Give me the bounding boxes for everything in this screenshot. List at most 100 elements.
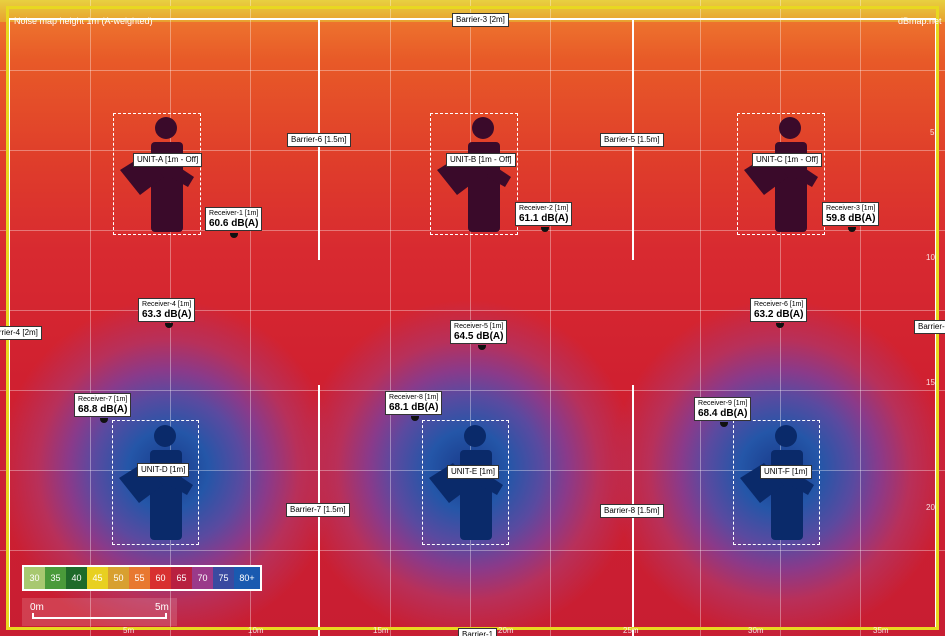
legend-swatch: 65 (171, 567, 192, 589)
receiver-value: 68.4 dB(A) (698, 408, 748, 419)
grid-line (0, 310, 945, 311)
unit-a-silhouette-icon (120, 117, 194, 232)
receiver-value: 64.5 dB(A) (454, 331, 504, 342)
receiver-pin-icon (100, 418, 108, 423)
x-tick: 20m (498, 626, 514, 635)
unit-footprint[interactable] (733, 420, 820, 545)
receiver-pin-icon (720, 422, 728, 427)
receiver-pin-icon (165, 323, 173, 328)
barrier-line[interactable] (8, 18, 10, 630)
legend-swatch: 40 (66, 567, 87, 589)
receiver-name: Receiver-7 [1m] (78, 396, 128, 403)
grid-line (250, 0, 251, 636)
unit-a-label[interactable]: UNIT-A [1m - Off] (133, 153, 203, 167)
unit-f-label[interactable]: UNIT-F [1m] (760, 465, 812, 479)
receiver-pin-icon (230, 233, 238, 238)
grid-line (390, 0, 391, 636)
x-tick: 30m (748, 626, 764, 635)
receiver-4[interactable]: Receiver-4 [1m] 63.3 dB(A) (138, 298, 196, 322)
legend-swatch: 50 (108, 567, 129, 589)
scale-start: 0m (30, 602, 44, 613)
top-band (0, 0, 945, 22)
scale-line (32, 617, 167, 619)
unit-footprint[interactable] (112, 420, 199, 545)
unit-b-label[interactable]: UNIT-B [1m - Off] (446, 153, 516, 167)
grid-line (0, 390, 945, 391)
grid-line (860, 0, 861, 636)
unit-e-label[interactable]: UNIT-E [1m] (447, 465, 500, 479)
receiver-pin-icon (541, 227, 549, 232)
legend-value: 35 (50, 573, 61, 583)
receiver-name: Receiver-4 [1m] (142, 301, 192, 308)
receiver-6[interactable]: Receiver-6 [1m] 63.2 dB(A) (750, 298, 808, 322)
receiver-2[interactable]: Receiver-2 [1m] 61.1 dB(A) (515, 202, 573, 226)
receiver-value: 59.8 dB(A) (826, 213, 876, 224)
receiver-name: Receiver-5 [1m] (454, 323, 504, 330)
receiver-value: 63.2 dB(A) (754, 309, 804, 320)
unit-e-silhouette-icon (429, 425, 503, 540)
receiver-pin-icon (478, 345, 486, 350)
barrier-8-label[interactable]: Barrier-8 [1.5m] (600, 504, 664, 518)
barrier-6-label[interactable]: Barrier-6 [1.5m] (287, 133, 351, 147)
legend-value: 55 (134, 573, 145, 583)
barrier-4-text: Barrier-4 [2m] (0, 328, 38, 337)
legend-value: 80+ (239, 573, 255, 583)
receiver-pin-icon (776, 323, 784, 328)
legend-swatch: 55 (129, 567, 150, 589)
grid-line (0, 550, 945, 551)
receiver-pin-icon (411, 416, 419, 421)
legend-value: 70 (197, 573, 208, 583)
noise-level-legend: 30 35 40 45 50 55 60 65 70 75 80+ (22, 565, 262, 591)
barrier-1-label[interactable]: Barrier-1 (458, 628, 498, 636)
grid-line (90, 0, 91, 636)
x-tick: 10m (248, 626, 264, 635)
receiver-9[interactable]: Receiver-9 [1m] 68.4 dB(A) (694, 397, 752, 421)
barrier-7-label[interactable]: Barrier-7 [1.5m] (286, 503, 350, 517)
receiver-name: Receiver-6 [1m] (754, 301, 804, 308)
unit-d-label[interactable]: UNIT-D [1m] (137, 463, 190, 477)
barrier-3-label[interactable]: Barrier-3 [2m] (452, 13, 509, 27)
x-tick: 15m (373, 626, 389, 635)
unit-footprint[interactable] (113, 113, 201, 235)
receiver-3[interactable]: Receiver-3 [1m] 59.8 dB(A) (822, 202, 880, 226)
unit-footprint[interactable] (737, 113, 825, 235)
receiver-1[interactable]: Receiver-1 [1m] 60.6 dB(A) (205, 207, 263, 231)
receiver-8[interactable]: Receiver-8 [1m] 68.1 dB(A) (385, 391, 443, 415)
grid-line (470, 0, 471, 636)
barrier-2-label[interactable]: Barrier-2 (914, 320, 945, 334)
brand-label: dBmap.net (898, 16, 942, 26)
receiver-value: 68.1 dB(A) (389, 402, 439, 413)
unit-f-silhouette-icon (740, 425, 814, 540)
receiver-value: 61.1 dB(A) (519, 213, 569, 224)
barrier-5-label[interactable]: Barrier-5 [1.5m] (600, 133, 664, 147)
grid-line (0, 70, 945, 71)
receiver-name: Receiver-2 [1m] (519, 205, 569, 212)
receiver-7[interactable]: Receiver-7 [1m] 68.8 dB(A) (74, 393, 132, 417)
legend-swatch: 30 (24, 567, 45, 589)
legend-value: 60 (155, 573, 166, 583)
x-tick: 5m (123, 626, 135, 635)
receiver-name: Receiver-9 [1m] (698, 400, 748, 407)
unit-c-label[interactable]: UNIT-C [1m - Off] (752, 153, 823, 167)
receiver-5[interactable]: Receiver-5 [1m] 64.5 dB(A) (450, 320, 508, 344)
y-tick: 5 (930, 128, 935, 137)
receiver-value: 68.8 dB(A) (78, 404, 128, 415)
unit-footprint[interactable] (422, 420, 509, 545)
grid-line (700, 0, 701, 636)
receiver-name: Receiver-8 [1m] (389, 394, 439, 401)
legend-value: 30 (29, 573, 40, 583)
legend-swatch: 80+ (234, 567, 260, 589)
unit-footprint[interactable] (430, 113, 518, 235)
scale-bar: 0m 5m (22, 598, 177, 626)
scale-tick (165, 613, 167, 619)
legend-swatch: 35 (45, 567, 66, 589)
legend-value: 40 (71, 573, 82, 583)
barrier-4-label[interactable]: Barrier-4 [2m] (0, 326, 42, 340)
grid-line (550, 0, 551, 636)
y-tick: 20 (926, 503, 935, 512)
legend-value: 65 (176, 573, 187, 583)
scale-end: 5m (155, 602, 169, 613)
x-tick: 35m (873, 626, 889, 635)
receiver-name: Receiver-3 [1m] (826, 205, 876, 212)
